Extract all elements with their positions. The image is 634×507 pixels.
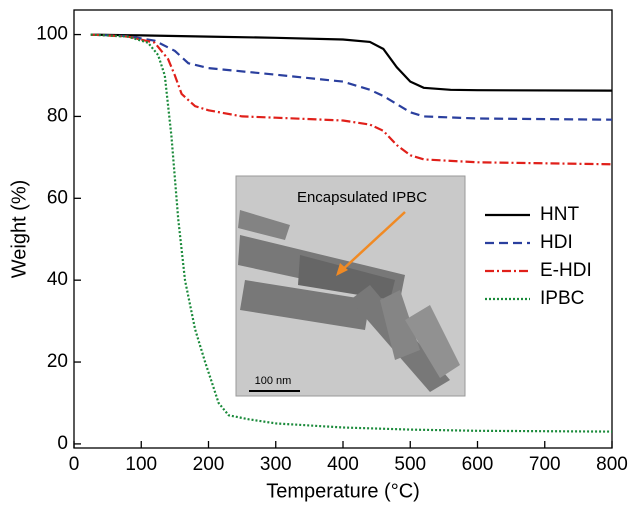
y-axis-label: Weight (%)	[8, 180, 30, 279]
series-line	[90, 33, 613, 433]
x-tick-label: 100	[125, 454, 157, 475]
legend-label: E-HDI	[540, 260, 592, 281]
x-axis-label: Temperature (°C)	[266, 480, 420, 502]
series-line	[90, 33, 613, 92]
scale-bar-label: 100 nm	[255, 375, 292, 387]
x-tick-label: 600	[462, 454, 494, 475]
x-tick-label: 700	[529, 454, 561, 475]
y-tick-label: 80	[47, 105, 68, 126]
x-tick-label: 800	[596, 454, 628, 475]
y-tick-label: 40	[47, 269, 68, 290]
legend-label: HDI	[540, 232, 573, 253]
y-tick-label: 100	[36, 24, 68, 45]
legend-label: IPBC	[540, 288, 584, 309]
x-tick-label: 500	[394, 454, 426, 475]
x-tick-label: 400	[327, 454, 359, 475]
y-tick-label: 0	[57, 433, 68, 454]
series-line	[90, 33, 613, 166]
y-tick-label: 60	[47, 187, 68, 208]
x-tick-label: 0	[69, 454, 80, 475]
x-tick-label: 200	[193, 454, 225, 475]
y-tick-label: 20	[47, 351, 68, 372]
series-line	[90, 33, 613, 121]
x-tick-label: 300	[260, 454, 292, 475]
legend-label: HNT	[540, 204, 579, 225]
inset-label: Encapsulated IPBC	[297, 189, 427, 206]
inset-image	[235, 175, 466, 397]
